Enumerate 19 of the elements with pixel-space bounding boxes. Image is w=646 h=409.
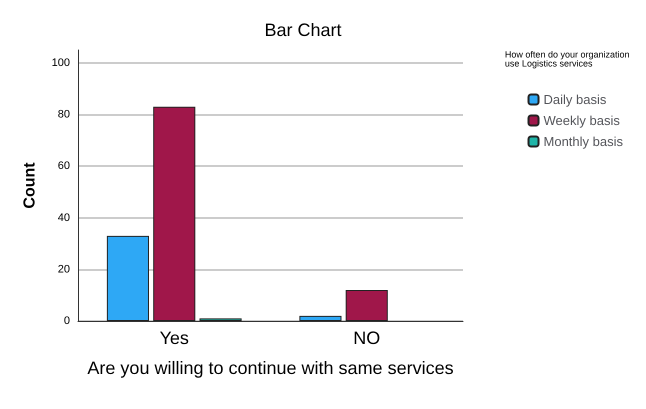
y-tick-label: 20 [58, 263, 70, 276]
bar [299, 316, 342, 321]
x-axis-title: Are you willing to continue with same services [87, 358, 454, 378]
legend-label: Weekly basis [544, 113, 620, 128]
y-tick-label: 60 [58, 160, 70, 172]
bar [346, 290, 388, 321]
y-axis-title: Count [22, 162, 38, 209]
y-tick-label: 40 [58, 212, 70, 224]
legend-label: Monthly basis [544, 134, 624, 149]
legend-title: How often do your organization use Logistics services [504, 50, 632, 68]
x-tick-label: NO [353, 328, 380, 348]
y-tick-label: 80 [58, 108, 70, 121]
y-tick-label: 100 [52, 56, 70, 69]
bar [153, 106, 196, 321]
legend-label: Daily basis [544, 92, 607, 107]
y-tick-label: 0 [64, 315, 70, 327]
x-tick-label: Yes [160, 328, 189, 348]
chart-title: Bar Chart [264, 20, 342, 40]
bar [106, 236, 149, 321]
